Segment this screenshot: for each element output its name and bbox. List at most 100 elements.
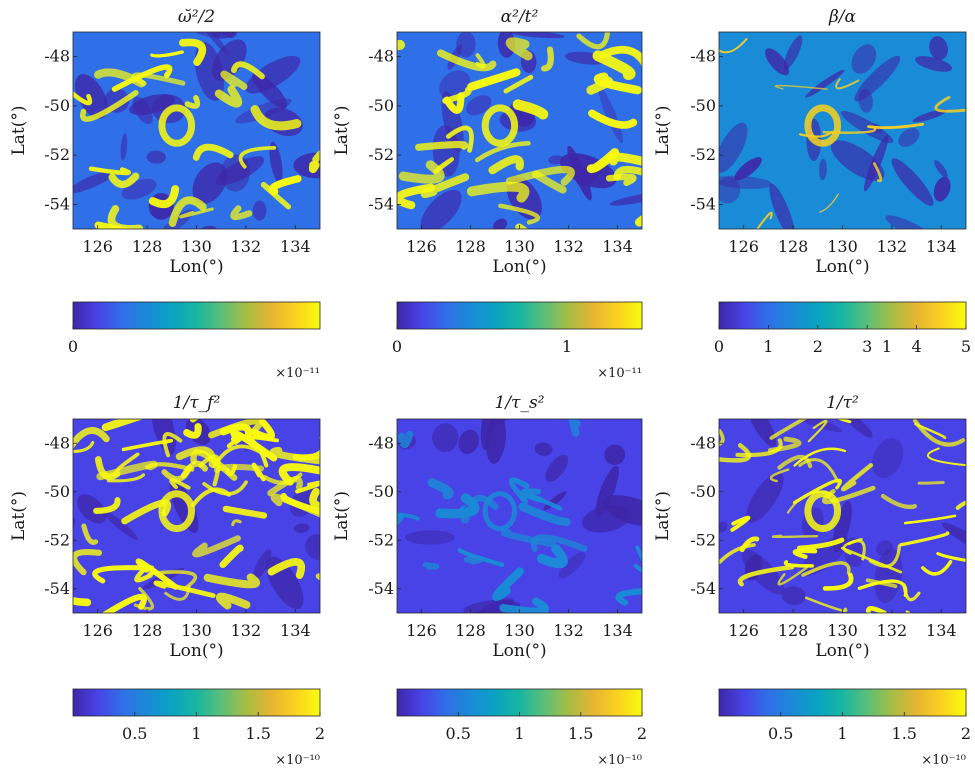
x-tick-label: 126 [406,237,437,256]
y-tick-label: -50 [368,96,394,115]
high-value-filament [899,531,950,547]
high-value-filament [499,597,550,613]
high-value-filament [592,50,636,81]
heatmap-field [73,419,320,613]
low-value-patch [73,170,116,194]
high-value-filament [214,85,243,108]
high-value-filament [295,480,320,494]
low-value-patch [934,160,948,178]
x-axis-label: Lon(°) [815,257,869,277]
colorbar-multiplier: ×10⁻¹¹ [275,366,320,381]
high-value-filament [398,160,445,184]
high-value-filament [500,529,557,548]
colorbar-tick-label: 2 [637,724,647,743]
high-value-filament [88,166,131,176]
high-value-filament [777,454,813,470]
y-axis-label: Lat(°) [332,105,352,155]
high-value-filament [530,534,588,552]
x-tick-label: 128 [455,621,486,640]
colorbar-tick-label: 1 [191,724,201,743]
colorbar-multiplier: ×10⁻¹⁰ [921,753,966,768]
colorbar-gradient [718,688,967,717]
high-value-filament [397,430,414,449]
heatmap-field [719,32,966,229]
high-value-filament [312,149,320,164]
y-tick-label: -48 [690,47,716,66]
low-value-patch [915,56,953,72]
low-value-patch [441,91,464,153]
y-tick-label: -50 [368,482,394,501]
high-value-filament [769,468,790,483]
low-value-patch [420,189,462,229]
low-value-patch [746,472,784,523]
high-value-filament [837,419,852,424]
y-tick-label: -50 [44,96,70,115]
high-value-filament [936,552,966,562]
colorbar-gradient [72,688,321,717]
high-value-filament [467,494,499,515]
high-value-filament [397,513,405,526]
high-value-filament [397,512,420,521]
colorbar: 0.5 1 1.5 2 ×10⁻¹⁰ [718,688,971,768]
low-value-patch [719,521,728,533]
x-tick-label: 126 [82,621,113,640]
x-tick-label: 126 [406,621,437,640]
high-value-filament [777,566,809,586]
low-value-patch [781,586,806,606]
colorbar-tick-label: 1 [514,724,524,743]
high-value-filament [150,50,184,58]
x-tick-label: 128 [132,621,163,640]
y-tick-label: -54 [368,579,394,598]
high-value-filament [308,161,320,174]
low-value-patch [746,419,777,447]
x-tick-label: 130 [504,237,535,256]
colorbar: 0 1 2 3 4 5 [714,301,971,356]
high-value-filament [474,141,531,163]
y-tick-label: -54 [690,579,716,598]
high-value-filament [467,68,521,91]
heatmap-panel-4: 126 128 130 132 134 -48 -50 -52 -54 1/τ_f² Lon(°) L… [9,393,325,768]
low-value-patch [458,429,480,455]
x-axis-label: Lon(°) [492,641,546,661]
low-value-patch [305,533,320,560]
high-value-filament [198,454,221,487]
high-value-filament [121,438,173,452]
high-value-filament [73,440,95,454]
low-value-patch [851,44,877,74]
high-value-filament [719,429,725,447]
y-tick-label: -48 [44,47,70,66]
colorbar-tick-label: 0.5 [446,724,471,743]
low-value-patch [146,150,166,164]
high-value-filament [793,447,847,467]
high-value-filament [203,573,260,589]
high-value-filament [767,436,802,453]
x-tick-label: 132 [553,237,584,256]
x-tick-label: 126 [728,621,759,640]
panel-title: β/α [828,7,857,27]
low-value-patch [830,140,885,181]
x-tick-label: 126 [82,237,113,256]
high-value-filament [719,38,748,54]
y-tick-label: -52 [690,145,716,164]
x-tick-label: 132 [231,237,262,256]
high-value-filament [769,419,808,440]
colorbar-tick-label: 1.5 [246,724,271,743]
high-value-filament [568,419,581,437]
colorbar-tick-label: 1.5 [568,724,593,743]
high-value-filament [912,419,966,447]
eddy-ring [482,491,518,532]
y-tick-label: -52 [690,530,716,549]
high-value-filament [840,546,903,574]
eddy-ring [158,490,196,533]
high-value-filament [433,157,454,174]
low-value-patch [253,549,272,580]
high-value-filament [443,92,465,114]
high-value-filament [520,494,563,511]
colorbar-tick-label: 0 [714,337,724,356]
low-value-patch [192,162,227,204]
high-value-filament [505,165,575,186]
heatmap-panel-2: 126 128 130 132 134-48-50-52-54α²/t²Lon(°)La… [332,7,892,381]
low-value-patch [221,0,241,11]
eddy-ring [804,490,842,533]
